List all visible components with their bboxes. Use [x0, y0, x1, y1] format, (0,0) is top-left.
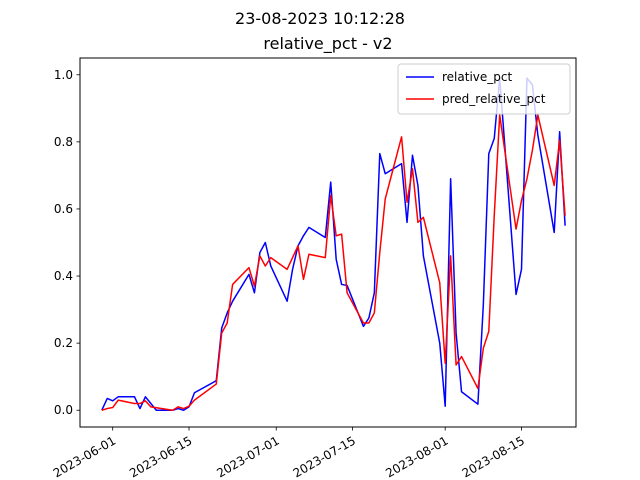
- y-tick-label: 1.0: [54, 68, 73, 82]
- chart-title: relative_pct - v2: [263, 34, 392, 54]
- plot-area: [101, 77, 566, 411]
- y-tick-label: 0.2: [54, 336, 73, 350]
- y-tick-label: 0.8: [54, 135, 73, 149]
- legend: relative_pct pred_relative_pct: [397, 63, 571, 115]
- legend-label: relative_pct: [442, 70, 512, 84]
- figure-suptitle: 23-08-2023 10:12:28: [235, 9, 405, 28]
- y-tick-label: 0.4: [54, 269, 73, 283]
- legend-label: pred_relative_pct: [442, 92, 546, 106]
- series-line-relative-pct: [101, 77, 566, 411]
- legend-box: [397, 63, 571, 115]
- y-tick-label: 0.0: [54, 403, 73, 417]
- y-tick-label: 0.6: [54, 202, 73, 216]
- axes-frame: [79, 57, 577, 428]
- series-line-pred-relative-pct: [101, 114, 566, 411]
